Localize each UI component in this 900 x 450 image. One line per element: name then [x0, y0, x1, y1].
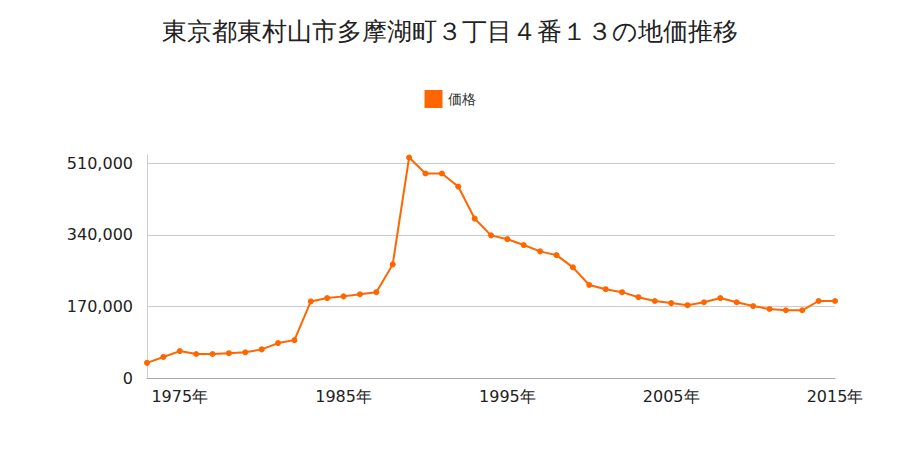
svg-text:価格: 価格: [448, 91, 476, 107]
svg-text:2015年: 2015年: [807, 387, 864, 406]
svg-text:170,000: 170,000: [67, 297, 133, 316]
svg-text:1985年: 1985年: [315, 387, 372, 406]
svg-text:東京都東村山市多摩湖町３丁目４番１３の地価推移: 東京都東村山市多摩湖町３丁目４番１３の地価推移: [162, 17, 738, 46]
svg-text:1975年: 1975年: [151, 387, 208, 406]
svg-text:1995年: 1995年: [479, 387, 536, 406]
svg-text:0: 0: [123, 369, 133, 388]
svg-text:510,000: 510,000: [67, 154, 133, 173]
svg-text:340,000: 340,000: [67, 225, 133, 244]
svg-text:2005年: 2005年: [643, 387, 700, 406]
